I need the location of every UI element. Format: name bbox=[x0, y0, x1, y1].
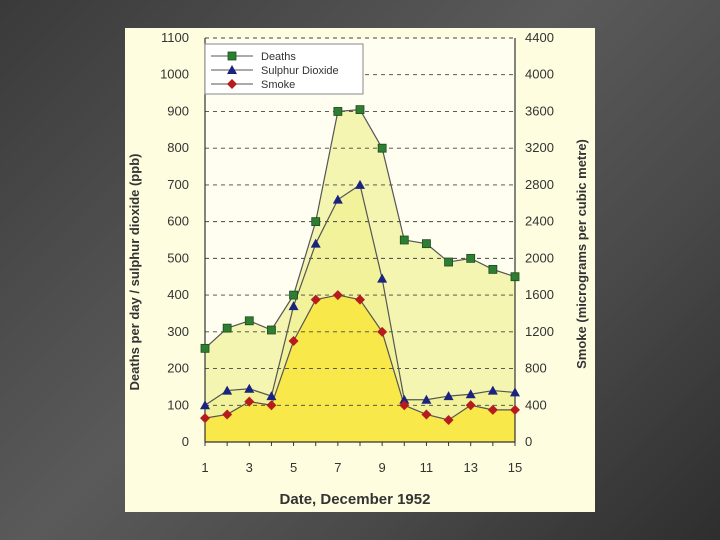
data-point-sulphur-dioxide bbox=[465, 389, 476, 399]
legend-entry-deaths: Deaths bbox=[211, 51, 296, 63]
data-point-deaths bbox=[289, 290, 298, 300]
x-tick-label: 1 bbox=[201, 460, 208, 475]
data-point-sulphur-dioxide bbox=[421, 394, 432, 404]
data-point-smoke bbox=[222, 409, 233, 420]
series-markers bbox=[200, 105, 520, 425]
legend-entry-sulphur-dioxide: Sulphur Dioxide bbox=[211, 65, 339, 77]
data-point-smoke bbox=[421, 409, 432, 420]
x-tick-label: 9 bbox=[379, 460, 386, 475]
legend-entry-smoke: Smoke bbox=[211, 79, 295, 91]
data-point-sulphur-dioxide bbox=[332, 194, 343, 204]
data-point-deaths bbox=[488, 264, 498, 274]
data-point-deaths bbox=[333, 107, 343, 116]
data-point-smoke bbox=[200, 413, 210, 424]
data-point-sulphur-dioxide bbox=[443, 391, 454, 401]
y-tick-label-right: 3200 bbox=[525, 140, 554, 155]
data-point-deaths bbox=[399, 235, 409, 245]
y-tick-label-left: 1000 bbox=[160, 67, 189, 82]
data-point-sulphur-dioxide bbox=[399, 394, 410, 404]
y-tick-label-left: 1100 bbox=[161, 30, 189, 45]
legend-label-deaths: Deaths bbox=[261, 51, 296, 63]
data-point-deaths bbox=[444, 257, 453, 267]
data-point-smoke bbox=[399, 400, 410, 411]
data-point-sulphur-dioxide bbox=[355, 179, 365, 189]
series-fills bbox=[205, 38, 515, 443]
data-point-sulphur-dioxide bbox=[222, 385, 233, 395]
x-tick-label: 3 bbox=[246, 460, 253, 475]
y-tick-label-right: 3600 bbox=[525, 103, 554, 118]
legend-label-smoke: Smoke bbox=[261, 79, 295, 91]
y-tick-label-right: 400 bbox=[525, 397, 547, 412]
y-tick-label-left: 200 bbox=[167, 361, 189, 376]
y-tick-label-left: 0 bbox=[182, 434, 189, 449]
data-point-sulphur-dioxide bbox=[510, 387, 520, 397]
data-point-sulphur-dioxide bbox=[288, 301, 299, 311]
y-tick-label-left: 300 bbox=[167, 324, 189, 339]
data-point-smoke bbox=[355, 294, 365, 305]
y-tick-label-right: 4000 bbox=[525, 67, 554, 82]
data-point-deaths bbox=[267, 325, 276, 335]
data-point-deaths bbox=[244, 316, 254, 326]
data-point-deaths bbox=[311, 217, 321, 227]
chart-panel: 0 100 200 300 400 500 600 700 800 900 1000 1100 0 400… bbox=[125, 28, 595, 512]
legend-label-sulphur-dioxide: Sulphur Dioxide bbox=[261, 65, 339, 77]
data-point-deaths bbox=[466, 253, 476, 263]
x-axis-title: Date, December 1952 bbox=[280, 491, 431, 508]
data-point-smoke bbox=[487, 404, 498, 415]
data-point-sulphur-dioxide bbox=[200, 400, 210, 410]
data-point-sulphur-dioxide bbox=[244, 383, 255, 393]
london-smog-chart: 0 100 200 300 400 500 600 700 800 900 1000 1100 0 400… bbox=[125, 28, 595, 512]
square-marker-icon bbox=[227, 51, 237, 61]
data-point-sulphur-dioxide bbox=[310, 238, 321, 248]
data-point-smoke bbox=[443, 414, 454, 425]
y-tick-label-left: 700 bbox=[167, 177, 189, 192]
data-point-smoke bbox=[377, 326, 388, 337]
y-tick-label-left: 600 bbox=[167, 214, 189, 229]
data-point-sulphur-dioxide bbox=[487, 385, 498, 395]
data-point-deaths bbox=[422, 239, 431, 249]
y-tick-label-left: 400 bbox=[167, 287, 189, 302]
x-tick-label: 15 bbox=[508, 460, 522, 475]
y-tick-label-right: 4400 bbox=[525, 30, 554, 45]
y-tick-label-left: 900 bbox=[167, 103, 189, 118]
x-tick-label: 11 bbox=[420, 460, 434, 475]
data-point-sulphur-dioxide bbox=[266, 391, 277, 401]
y-tick-label-left: 500 bbox=[167, 250, 189, 265]
y-tick-label-right: 800 bbox=[525, 361, 547, 376]
data-point-deaths bbox=[222, 323, 232, 333]
x-tick-label: 5 bbox=[290, 460, 297, 475]
data-point-smoke bbox=[310, 294, 321, 305]
x-tick-label: 7 bbox=[334, 460, 341, 475]
y-tick-label-left: 800 bbox=[167, 140, 189, 155]
data-point-smoke bbox=[288, 336, 299, 346]
data-point-smoke bbox=[465, 400, 476, 411]
diamond-marker-icon bbox=[227, 79, 237, 89]
x-tick-label: 13 bbox=[463, 460, 477, 475]
data-point-deaths bbox=[377, 143, 387, 153]
y-tick-label-right: 2400 bbox=[525, 214, 554, 229]
y-axis-title-left: Deaths per day / sulphur dioxide (ppb) bbox=[127, 154, 142, 391]
tick-labels: 0 100 200 300 400 500 600 700 800 900 1000 1100 0 400… bbox=[160, 30, 554, 475]
data-point-smoke bbox=[244, 396, 255, 407]
data-point-deaths bbox=[510, 272, 520, 282]
data-point-smoke bbox=[332, 290, 343, 301]
data-point-deaths bbox=[200, 343, 210, 353]
data-point-smoke bbox=[266, 400, 277, 411]
y-tick-label-right: 1600 bbox=[525, 287, 554, 302]
data-point-sulphur-dioxide bbox=[377, 273, 388, 283]
data-point-smoke bbox=[510, 404, 520, 415]
legend: Deaths Sulphur Dioxide Smoke bbox=[204, 43, 364, 95]
y-tick-label-right: 1200 bbox=[525, 324, 554, 339]
triangle-marker-icon bbox=[227, 65, 237, 74]
y-tick-label-left: 100 bbox=[167, 397, 189, 412]
y-tick-label-right: 2000 bbox=[525, 250, 554, 265]
data-point-deaths bbox=[355, 105, 365, 115]
y-tick-label-right: 2800 bbox=[525, 177, 554, 192]
y-tick-label-right: 0 bbox=[525, 434, 532, 449]
y-axis-title-right: Smoke (micrograms per cubic metre) bbox=[574, 139, 589, 369]
